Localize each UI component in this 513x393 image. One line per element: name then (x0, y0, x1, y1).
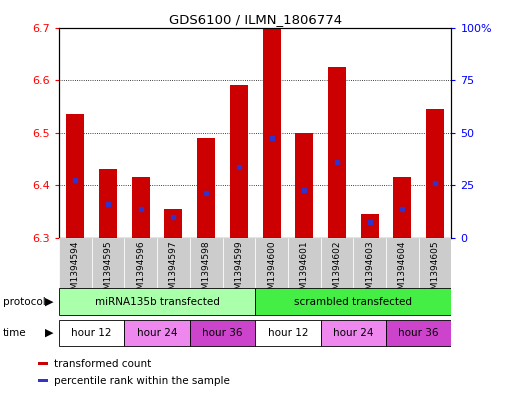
Text: GSM1394602: GSM1394602 (332, 241, 342, 301)
Text: GSM1394604: GSM1394604 (398, 241, 407, 301)
Bar (255, 288, 451, 315)
Bar (386, 320, 451, 346)
Text: hour 36: hour 36 (399, 328, 439, 338)
Bar (321, 320, 386, 346)
Text: GSM1394603: GSM1394603 (365, 241, 374, 301)
Bar (328, 67, 346, 238)
Bar (59, 288, 255, 315)
Text: GSM1394595: GSM1394595 (104, 241, 112, 301)
Text: GSM1394597: GSM1394597 (169, 241, 178, 301)
Bar (255, 238, 288, 295)
Text: protocol: protocol (3, 297, 45, 307)
Bar (321, 238, 353, 295)
Bar (223, 238, 255, 295)
Bar (288, 238, 321, 295)
Bar (99, 169, 117, 238)
Text: GSM1394600: GSM1394600 (267, 241, 276, 301)
Bar (37, 362, 48, 365)
Text: hour 36: hour 36 (202, 328, 243, 338)
Text: percentile rank within the sample: percentile rank within the sample (54, 376, 230, 386)
Bar (393, 177, 411, 238)
Text: hour 12: hour 12 (71, 328, 112, 338)
Bar (263, 28, 281, 238)
Text: hour 12: hour 12 (268, 328, 308, 338)
Text: time: time (3, 328, 26, 338)
Text: GSM1394598: GSM1394598 (202, 241, 211, 301)
Bar (132, 177, 150, 238)
Bar (361, 214, 379, 238)
Text: transformed count: transformed count (54, 358, 151, 369)
Text: GSM1394596: GSM1394596 (136, 241, 145, 301)
Bar (295, 132, 313, 238)
Text: hour 24: hour 24 (333, 328, 373, 338)
Bar (197, 138, 215, 238)
Bar (66, 114, 84, 238)
Bar (190, 320, 255, 346)
Bar (419, 238, 451, 295)
Bar (124, 238, 157, 295)
Bar (59, 238, 92, 295)
Text: hour 24: hour 24 (137, 328, 177, 338)
Text: ▶: ▶ (45, 328, 54, 338)
Bar (190, 238, 223, 295)
Text: GSM1394599: GSM1394599 (234, 241, 243, 301)
Bar (165, 209, 183, 238)
Bar (386, 238, 419, 295)
Text: GSM1394594: GSM1394594 (71, 241, 80, 301)
Bar (92, 238, 125, 295)
Text: scrambled transfected: scrambled transfected (294, 297, 412, 307)
Text: GSM1394605: GSM1394605 (430, 241, 440, 301)
Bar (124, 320, 190, 346)
Bar (426, 109, 444, 238)
Text: miRNA135b transfected: miRNA135b transfected (95, 297, 220, 307)
Bar (255, 320, 321, 346)
Text: ▶: ▶ (45, 297, 54, 307)
Text: GSM1394601: GSM1394601 (300, 241, 309, 301)
Bar (353, 238, 386, 295)
Bar (157, 238, 190, 295)
Bar (37, 379, 48, 382)
Bar (59, 320, 124, 346)
Title: GDS6100 / ILMN_1806774: GDS6100 / ILMN_1806774 (169, 13, 342, 26)
Bar (230, 85, 248, 238)
